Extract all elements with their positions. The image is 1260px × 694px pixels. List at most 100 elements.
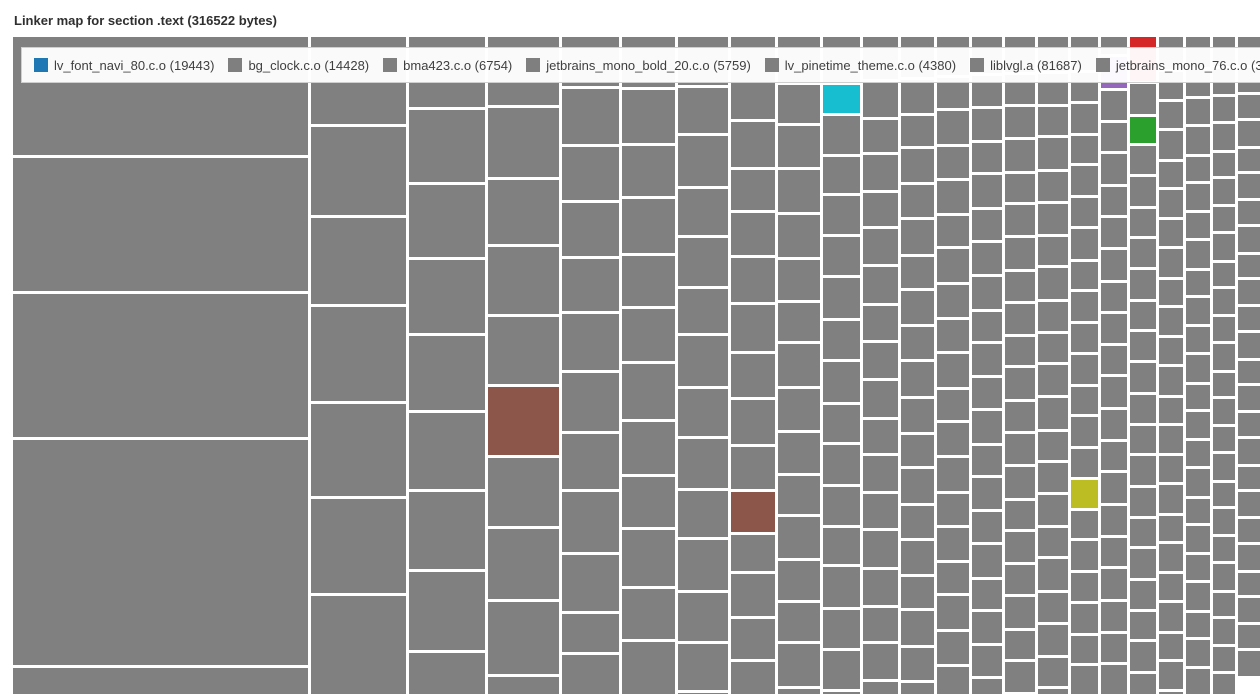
treemap-cell — [1101, 187, 1127, 215]
treemap-cell — [1159, 662, 1183, 689]
treemap-cell — [1101, 665, 1127, 694]
treemap-cell — [678, 289, 728, 333]
treemap-cell — [1130, 488, 1156, 516]
treemap-cell — [678, 540, 728, 590]
treemap-cell — [863, 343, 898, 378]
treemap-cell — [1238, 625, 1260, 648]
treemap-cell — [731, 662, 775, 694]
treemap-cell — [1159, 190, 1183, 217]
treemap-cell — [1159, 220, 1183, 246]
treemap-cell — [937, 632, 969, 664]
legend-item[interactable]: jetbrains_mono_76.c.o (3321) — [1095, 58, 1260, 73]
treemap-cell — [562, 555, 619, 611]
treemap-cell — [1038, 334, 1068, 362]
treemap-cell — [1101, 442, 1127, 470]
treemap-cell — [937, 147, 969, 178]
treemap-cell — [1159, 131, 1183, 159]
treemap-cell — [13, 158, 308, 291]
treemap-cell — [1159, 544, 1183, 571]
treemap-cell — [1238, 121, 1260, 146]
treemap-cell — [1101, 314, 1127, 343]
legend-item[interactable]: bma423.c.o (6754) — [383, 58, 512, 73]
legend-item[interactable]: bg_clock.c.o (14428) — [228, 58, 369, 73]
treemap-cell — [1130, 270, 1156, 299]
treemap-cell — [823, 362, 860, 402]
treemap-cell — [1213, 263, 1235, 286]
treemap-cell — [1213, 674, 1235, 694]
treemap-cell — [731, 400, 775, 444]
treemap-cell — [937, 423, 969, 455]
treemap-cell — [13, 294, 308, 437]
treemap-cell — [562, 492, 619, 552]
treemap-cell — [1238, 467, 1260, 489]
treemap-cell — [1071, 355, 1098, 384]
treemap-cell — [1130, 177, 1156, 206]
treemap-cell — [863, 193, 898, 226]
treemap-cell — [409, 185, 485, 257]
treemap-cell — [1238, 492, 1260, 516]
treemap-cell — [1159, 308, 1183, 335]
treemap-cell — [678, 88, 728, 133]
treemap-cell — [778, 561, 820, 600]
treemap-cell — [1159, 456, 1183, 482]
treemap-cell — [1038, 204, 1068, 234]
treemap-cell — [937, 181, 969, 213]
treemap-cell — [972, 344, 1002, 375]
treemap-cell — [1238, 545, 1260, 570]
treemap-cell — [823, 196, 860, 234]
treemap-cell — [823, 157, 860, 193]
legend-label: liblvgl.a (81687) — [990, 57, 1082, 73]
treemap-cell — [1101, 410, 1127, 439]
treemap-cell — [1005, 205, 1035, 235]
legend-item[interactable]: jetbrains_mono_bold_20.c.o (5759) — [526, 58, 751, 73]
treemap-cell — [823, 321, 860, 359]
treemap-cell — [13, 440, 308, 665]
treemap-cell — [1005, 272, 1035, 301]
treemap-cell — [731, 354, 775, 397]
treemap-cell — [1101, 506, 1127, 535]
treemap-cell — [863, 381, 898, 417]
treemap-cell — [1213, 399, 1235, 424]
treemap-cell — [678, 491, 728, 537]
treemap-cell — [1186, 241, 1210, 268]
treemap-cell — [1238, 651, 1260, 676]
treemap-cell — [562, 314, 619, 370]
treemap-cell — [1038, 237, 1068, 265]
treemap-cell — [1101, 123, 1127, 151]
treemap-cell — [1101, 473, 1127, 503]
treemap-cell — [1071, 636, 1098, 663]
treemap-cell — [863, 229, 898, 264]
legend-item[interactable]: lv_font_navi_80.c.o (19443) — [34, 58, 214, 73]
treemap-cell — [778, 517, 820, 558]
treemap-cell — [1038, 625, 1068, 655]
treemap-cell — [1238, 174, 1260, 198]
treemap-cell — [863, 682, 898, 694]
treemap-cell — [678, 336, 728, 386]
treemap-cell — [409, 110, 485, 182]
treemap-cell — [1213, 509, 1235, 534]
treemap-cell — [1005, 662, 1035, 692]
legend-swatch — [1095, 58, 1110, 72]
treemap-cell — [1130, 519, 1156, 546]
treemap-cell — [1005, 565, 1035, 594]
chart-title: Linker map for section .text (316522 byt… — [14, 13, 277, 28]
treemap-cell — [863, 456, 898, 491]
legend-item[interactable]: liblvgl.a (81687) — [970, 58, 1082, 73]
treemap-cell — [901, 116, 934, 146]
treemap-cell — [1038, 559, 1068, 590]
treemap-cell — [731, 213, 775, 255]
treemap-cell — [1238, 95, 1260, 118]
treemap-cell — [778, 215, 820, 257]
treemap-cell — [1038, 302, 1068, 331]
treemap-cell — [1005, 631, 1035, 659]
treemap-cell — [1213, 373, 1235, 396]
legend-item[interactable]: lv_pinetime_theme.c.o (4380) — [764, 57, 957, 73]
treemap-cell — [937, 563, 969, 593]
legend-label: bg_clock.c.o (14428) — [248, 57, 370, 73]
treemap-cell — [972, 646, 1002, 676]
legend-label: lv_pinetime_theme.c.o (4380) — [784, 57, 957, 73]
treemap-cell — [1159, 338, 1183, 364]
treemap-cell — [622, 90, 675, 143]
treemap-cell — [1005, 140, 1035, 171]
treemap-cell — [1038, 398, 1068, 429]
